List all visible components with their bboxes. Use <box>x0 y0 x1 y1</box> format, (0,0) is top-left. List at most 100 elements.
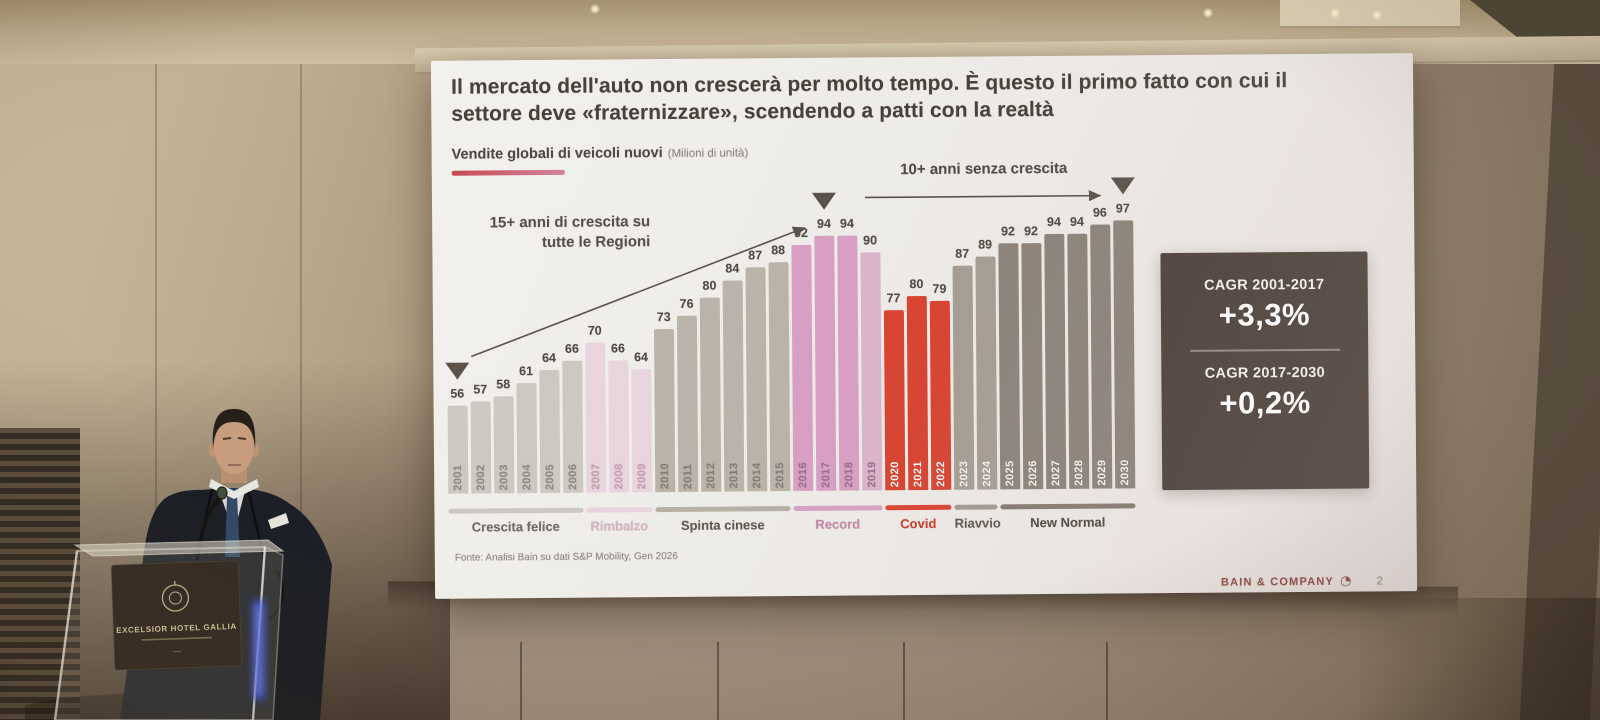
bar-2013: 2013 84 <box>722 173 744 492</box>
podium-sign-mark <box>173 650 182 653</box>
wall-panel-seam <box>520 642 522 720</box>
bar-year-label: 2026 <box>1026 460 1040 487</box>
phase-label: Covid <box>900 515 937 532</box>
bain-logo: BAIN & COMPANY ◔ <box>1220 573 1353 589</box>
bar-year-label: 2006 <box>566 463 580 490</box>
phase-rimbalzo: Rimbalzo <box>586 507 652 534</box>
bar-2005: 2005 64 <box>538 175 560 494</box>
wall-vent-slats <box>0 428 80 720</box>
bar-year-label: 2029 <box>1095 459 1109 486</box>
bar-value-label: 90 <box>863 233 878 248</box>
bar-2006: 2006 66 <box>561 175 583 493</box>
bar-2025: 2025 92 <box>998 171 1020 490</box>
phase-label: Crescita felice <box>471 518 560 535</box>
face <box>214 420 254 474</box>
bar-2011: 2011 76 <box>676 174 698 492</box>
bar-year-label: 2021 <box>911 460 925 488</box>
projection-screen-slide: Il mercato dell'auto non crescerà per mo… <box>430 53 1418 599</box>
bar-2028: 2028 94 <box>1067 171 1089 489</box>
bar-year-label: 2013 <box>727 462 741 489</box>
bar-2012: 2012 80 <box>699 174 721 492</box>
podium-sign-subtitle-line <box>141 636 212 641</box>
bar-value-label: 77 <box>886 291 901 306</box>
wall-panel-seam <box>155 40 157 640</box>
bar-rect-2019 <box>860 252 882 491</box>
bar-value-label: 87 <box>955 246 970 261</box>
wall-panel-seam <box>1106 642 1108 720</box>
bar-value-label: 94 <box>1046 214 1061 230</box>
bar-rect-2025 <box>998 243 1020 490</box>
bar-value-label: 61 <box>519 364 534 379</box>
podium-sign-title: EXCELSIOR HOTEL GALLIA <box>116 622 237 635</box>
bar-2007: 2007 70 <box>584 175 606 493</box>
bar-2010: 2010 73 <box>653 174 675 493</box>
phase-covid: Covid <box>885 504 951 532</box>
ceiling-light-slot <box>1280 0 1460 28</box>
phase-crescita-felice: Crescita felice <box>448 507 583 535</box>
page-number: 2 <box>1376 574 1384 587</box>
wall-panel-seam <box>717 642 719 720</box>
phase-label: Record <box>815 516 861 532</box>
bain-logo-mark-icon: ◔ <box>1340 573 1353 589</box>
bar-2020: 2020 77 <box>883 172 905 491</box>
bar-value-label: 58 <box>496 377 511 392</box>
bar-year-label: 2007 <box>589 463 603 490</box>
bar-rect-2027 <box>1044 233 1066 490</box>
bar-value-label: 97 <box>1115 201 1130 216</box>
bar-rect-2013 <box>722 280 744 492</box>
cagr-divider <box>1189 348 1340 352</box>
bar-chart: 2001 56 2002 57 2003 58 2004 61 2005 64 2006 66 2007… <box>445 170 1149 494</box>
bar-year-label: 2016 <box>796 461 810 489</box>
bar-value-label: 92 <box>1001 224 1016 239</box>
bar-2027: 2027 94 <box>1044 171 1066 490</box>
phase-strip <box>1000 503 1135 510</box>
bar-year-label: 2009 <box>635 463 649 490</box>
bar-2004: 2004 61 <box>515 175 537 494</box>
bar-rect-2024 <box>975 256 997 490</box>
bottom-right-shadow <box>1360 598 1600 720</box>
ceiling-spotlight-icon <box>1330 8 1340 18</box>
cagr-value-1: +3,3% <box>1218 296 1311 333</box>
bar-2003: 2003 58 <box>492 175 514 494</box>
bar-2026: 2026 92 <box>1021 171 1043 490</box>
bar-2022: 2022 79 <box>929 172 951 490</box>
chart-subtitle: Vendite globali di veicoli nuovi (Milioni… <box>452 144 749 163</box>
phase-strip <box>586 507 652 513</box>
bar-value-label: 84 <box>725 261 740 276</box>
podium: EXCELSIOR HOTEL GALLIA <box>53 539 285 720</box>
bar-year-label: 2027 <box>1049 459 1063 487</box>
bar-rect-2029 <box>1090 224 1112 489</box>
bar-value-label: 88 <box>771 243 786 258</box>
bar-2017: 2017 94 <box>811 173 836 491</box>
cagr-value-2: +0,2% <box>1219 384 1311 421</box>
bar-2024: 2024 89 <box>975 171 997 490</box>
phase-strip <box>448 507 583 514</box>
bar-value-label: 94 <box>839 216 854 231</box>
bar-year-label: 2008 <box>612 463 626 490</box>
bar-2030: 2030 97 <box>1110 170 1135 489</box>
bar-2021: 2021 80 <box>906 172 928 491</box>
bar-year-label: 2010 <box>658 462 672 490</box>
bar-value-label: 89 <box>978 237 993 252</box>
bar-year-label: 2030 <box>1118 459 1132 486</box>
bar-rect-2023 <box>952 265 974 490</box>
bar-value-label: 66 <box>610 341 625 356</box>
glass-edge <box>53 550 79 720</box>
cagr-label-2: CAGR 2017-2030 <box>1204 364 1326 382</box>
bar-value-label: 80 <box>909 277 924 292</box>
cagr-label-1: CAGR 2001-2017 <box>1203 276 1325 294</box>
bar-value-label: 79 <box>932 281 947 296</box>
bar-value-label: 64 <box>541 350 556 366</box>
milestone-triangle-icon <box>445 362 470 380</box>
bar-value-label: 92 <box>794 225 809 241</box>
hotel-crest-icon <box>161 584 190 612</box>
bar-2008: 2008 66 <box>607 174 629 493</box>
bar-2019: 2019 90 <box>860 172 882 491</box>
chart-subtitle-unit: (Milioni di unità) <box>667 147 749 161</box>
podium-blue-light <box>253 600 265 700</box>
bar-2009: 2009 64 <box>630 174 652 493</box>
bar-year-label: 2017 <box>819 461 833 488</box>
bar-value-label: 94 <box>816 216 831 231</box>
phase-spinta-cinese: Spinta cinese <box>655 506 790 533</box>
